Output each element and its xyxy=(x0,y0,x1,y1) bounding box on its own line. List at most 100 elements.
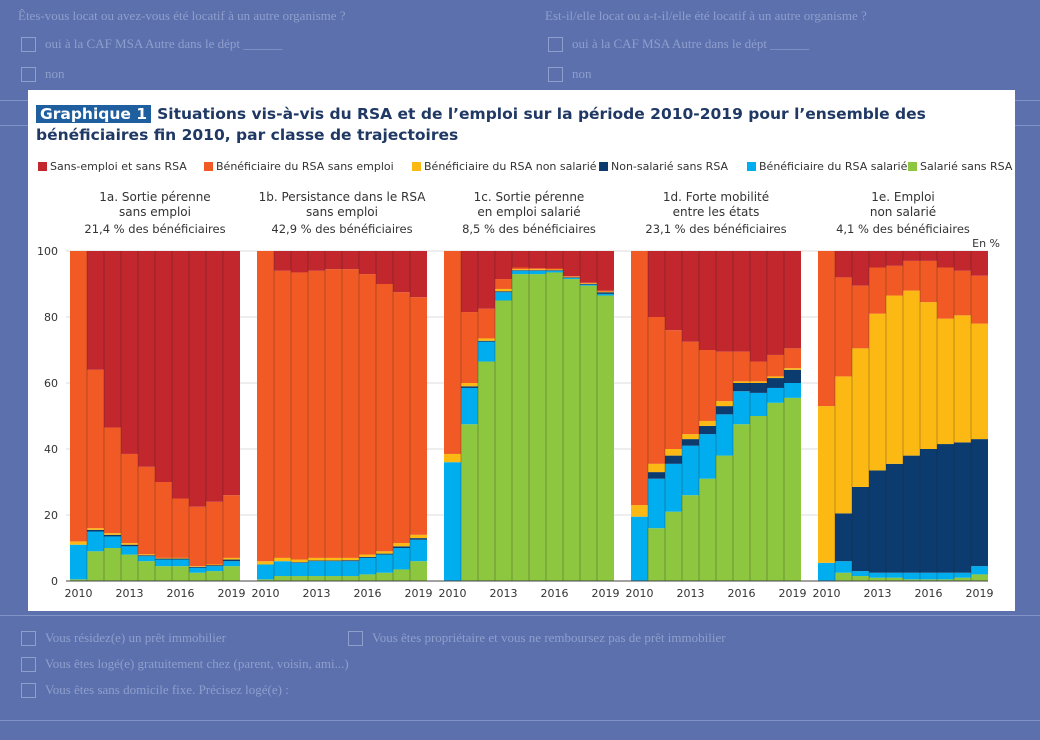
bar-segment xyxy=(104,534,121,537)
bar-segment xyxy=(886,463,903,573)
bar-segment xyxy=(665,251,682,331)
bar-segment xyxy=(699,420,716,426)
x-tick-label: 2013 xyxy=(677,587,705,600)
bar-segment xyxy=(597,251,614,291)
bar-segment xyxy=(920,579,937,581)
chart-card: Graphique 1 Situations vis-à-vis du RSA e… xyxy=(28,90,1015,611)
legend-item: Bénéficiaire du RSA sans emploi xyxy=(204,160,394,173)
background-form-text: non xyxy=(45,66,65,81)
bar-segment xyxy=(631,505,648,517)
bar-segment xyxy=(189,506,206,567)
bar-segment xyxy=(903,579,920,581)
legend-item: Sans-emploi et sans RSA xyxy=(38,160,187,173)
bar-segment xyxy=(750,383,767,393)
bar-segment xyxy=(104,548,121,581)
bar-segment xyxy=(121,453,138,544)
x-tick-label: 2019 xyxy=(218,587,246,600)
bar-segment xyxy=(104,251,121,428)
bar-segment xyxy=(886,265,903,296)
bar-segment xyxy=(886,251,903,266)
bar-segment xyxy=(682,434,699,440)
panel-title-line: 1d. Forte mobilité xyxy=(663,190,769,204)
y-tick-label: 40 xyxy=(44,443,58,456)
bar-segment xyxy=(325,269,342,558)
x-tick-label: 2010 xyxy=(626,587,654,600)
bar-segment xyxy=(461,424,478,581)
bar-segment xyxy=(546,251,563,269)
x-tick-label: 2013 xyxy=(303,587,331,600)
bar-segment xyxy=(512,274,529,581)
bar-segment xyxy=(971,275,988,324)
bar-segment xyxy=(393,546,410,548)
bar-segment xyxy=(597,292,614,294)
bar-segment xyxy=(954,251,971,271)
bar-segment xyxy=(359,557,376,575)
unit-label: En % xyxy=(972,237,1000,250)
panel-title-line: 1b. Persistance dans le RSA xyxy=(259,190,427,204)
x-tick-label: 2019 xyxy=(592,587,620,600)
bar-segment xyxy=(70,541,87,545)
bar-segment xyxy=(121,554,138,581)
bar-segment xyxy=(597,295,614,581)
bar-segment xyxy=(257,251,274,562)
bar-segment xyxy=(750,392,767,416)
bar-segment xyxy=(495,300,512,581)
x-tick-label: 2013 xyxy=(864,587,892,600)
bar-segment xyxy=(155,559,172,567)
bar-segment xyxy=(716,455,733,581)
bar-segment xyxy=(342,269,359,558)
bar-segment xyxy=(767,376,784,379)
chart-number-badge: Graphique 1 xyxy=(36,105,152,123)
x-tick-label: 2013 xyxy=(116,587,144,600)
y-tick-label: 60 xyxy=(44,377,58,390)
bar-segment xyxy=(903,455,920,573)
bar-segment xyxy=(954,442,971,573)
bar-segment xyxy=(580,285,597,581)
x-tick-label: 2013 xyxy=(490,587,518,600)
bar-segment xyxy=(291,559,308,563)
bar-segment xyxy=(121,546,138,555)
bar-segment xyxy=(529,269,546,271)
bar-segment xyxy=(172,498,189,558)
bar-segment xyxy=(478,361,495,581)
legend-label: Bénéficiaire du RSA sans emploi xyxy=(216,160,394,173)
bar-segment xyxy=(597,290,614,292)
bar-segment xyxy=(461,383,478,387)
bar-segment xyxy=(376,554,393,573)
background-checkbox xyxy=(548,37,563,52)
bar-segment xyxy=(155,251,172,482)
background-form-text: Vous êtes sans domicile fixe. Précisez l… xyxy=(45,682,289,697)
bar-segment xyxy=(104,533,121,535)
background-form-text: Est-il/elle locat ou a-t-il/elle été loc… xyxy=(545,8,867,23)
bar-segment xyxy=(716,251,733,352)
bar-segment xyxy=(563,279,580,581)
bar-segment xyxy=(308,560,325,562)
bar-segment xyxy=(699,350,716,421)
bar-segment xyxy=(87,551,104,581)
legend-label: Bénéficiaire du RSA non salarié xyxy=(424,160,597,173)
bar-segment xyxy=(648,317,665,464)
bar-segment xyxy=(835,513,852,562)
bar-segment xyxy=(495,292,512,301)
bar-segment xyxy=(410,538,427,540)
bar-segment xyxy=(563,277,580,279)
bar-segment xyxy=(461,387,478,425)
bar-segment xyxy=(478,338,495,341)
bar-segment xyxy=(767,378,784,388)
bar-segment xyxy=(563,251,580,277)
bar-segment xyxy=(920,572,937,580)
bar-segment xyxy=(478,340,495,342)
bar-segment xyxy=(308,561,325,577)
chart-legend: Sans-emploi et sans RSA Bénéficiaire du R… xyxy=(38,160,1013,178)
bar-segment xyxy=(648,251,665,317)
bar-segment xyxy=(971,574,988,581)
background-form-text: Vous résidez(e) un prêt immobilier xyxy=(45,630,226,645)
bar-segment xyxy=(920,251,937,261)
legend-label: Bénéficiaire du RSA salarié xyxy=(759,160,908,173)
bar-segment xyxy=(954,577,971,581)
bar-segment xyxy=(682,445,699,496)
bar-segment xyxy=(580,284,597,286)
bar-segment xyxy=(308,557,325,561)
bar-segment xyxy=(223,495,240,558)
bar-segment xyxy=(308,251,325,271)
